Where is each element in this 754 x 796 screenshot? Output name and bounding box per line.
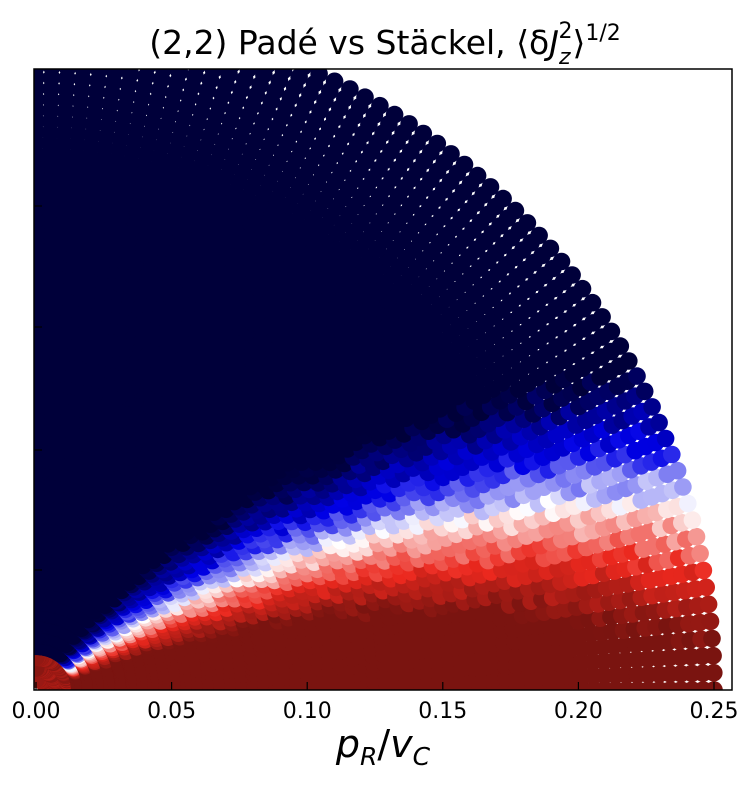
scatter-point <box>687 527 706 546</box>
scatter-point <box>44 14 62 32</box>
scatter-point <box>663 445 681 464</box>
scatter-point <box>44 25 62 43</box>
scatter-point <box>43 47 61 65</box>
scatter-point <box>76 38 94 56</box>
x-tick-label: 0.00 <box>12 699 61 724</box>
scatter-point <box>112 20 130 38</box>
scatter-point <box>699 595 718 614</box>
x-tick-label: 0.10 <box>283 699 332 724</box>
scatter-point <box>27 3 45 21</box>
scatter-point <box>704 646 722 665</box>
scatter-point <box>703 629 721 648</box>
scatter-point <box>94 28 112 46</box>
scatter-points <box>27 3 723 690</box>
scatter-point <box>705 664 723 682</box>
scatter-point <box>400 115 418 133</box>
scatter-point <box>385 105 404 124</box>
scatter-point <box>325 72 344 91</box>
scatter-point <box>113 9 131 27</box>
scatter-point <box>105 69 124 81</box>
scatter-point <box>60 26 78 44</box>
scatter-point <box>78 16 96 34</box>
scatter-point <box>91 50 109 68</box>
scatter-point <box>121 69 140 83</box>
scatter-point <box>44 36 62 54</box>
scatter-point <box>650 413 668 432</box>
scatter-point <box>109 41 127 59</box>
scatter-point <box>668 461 687 480</box>
scatter-point <box>125 43 143 61</box>
scatter-point <box>90 69 108 79</box>
scatter-point <box>356 88 374 106</box>
scatter-point <box>59 48 77 66</box>
x-axis-label: pR/vC <box>335 722 431 771</box>
chart-title: (2,2) Padé vs Stäckel, ⟨δJz2⟩1/2 <box>149 19 621 70</box>
scatter-point <box>341 80 359 98</box>
scatter-point <box>93 39 111 57</box>
scatter-point <box>220 69 238 84</box>
scatter-point <box>635 382 654 401</box>
scatter-point <box>61 15 79 33</box>
scatter-point <box>679 494 697 513</box>
scatter-point <box>95 18 113 36</box>
scatter-point <box>127 33 145 51</box>
scatter-point <box>611 337 630 355</box>
scatter-point <box>274 69 293 80</box>
x-tick-label: 0.05 <box>147 699 196 724</box>
scatter-point <box>77 27 95 45</box>
scatter-point <box>683 511 702 529</box>
x-tick-label: 0.25 <box>690 699 739 724</box>
scatter-point <box>27 14 45 32</box>
x-tick-label: 0.20 <box>554 699 603 724</box>
scatter-point <box>628 367 646 385</box>
x-tick-label: 0.15 <box>418 699 467 724</box>
scatter-point <box>27 47 45 65</box>
scatter-point <box>620 352 638 370</box>
scatter-point <box>27 36 45 54</box>
scatter-point <box>697 578 715 597</box>
scatter-point <box>130 11 148 29</box>
scatter-point <box>62 4 80 22</box>
scatter-point <box>75 49 93 67</box>
scatter-point <box>656 429 675 448</box>
scatter-point <box>310 69 328 83</box>
scatter-point <box>110 30 128 48</box>
scatter-point <box>43 69 61 76</box>
x-tick-labels: 0.00 0.05 0.10 0.15 0.20 0.25 <box>12 699 739 724</box>
scatter-point <box>112 69 120 70</box>
scatter-point <box>602 322 621 341</box>
scatter-point <box>170 69 189 81</box>
scatter-point <box>79 5 97 23</box>
scatter-point <box>371 96 389 115</box>
scatter-point <box>643 398 661 416</box>
scatter-point <box>694 561 713 580</box>
scatter-point <box>674 478 692 496</box>
scatter-point <box>60 37 78 55</box>
scatter-point <box>34 69 45 76</box>
scatter-point <box>691 544 709 563</box>
scatter-point <box>701 612 720 631</box>
scatter-point <box>44 3 62 21</box>
scatter-point <box>27 25 45 43</box>
scatter-point <box>58 69 77 77</box>
scatter-point <box>96 7 114 25</box>
scatter-point <box>128 22 146 40</box>
